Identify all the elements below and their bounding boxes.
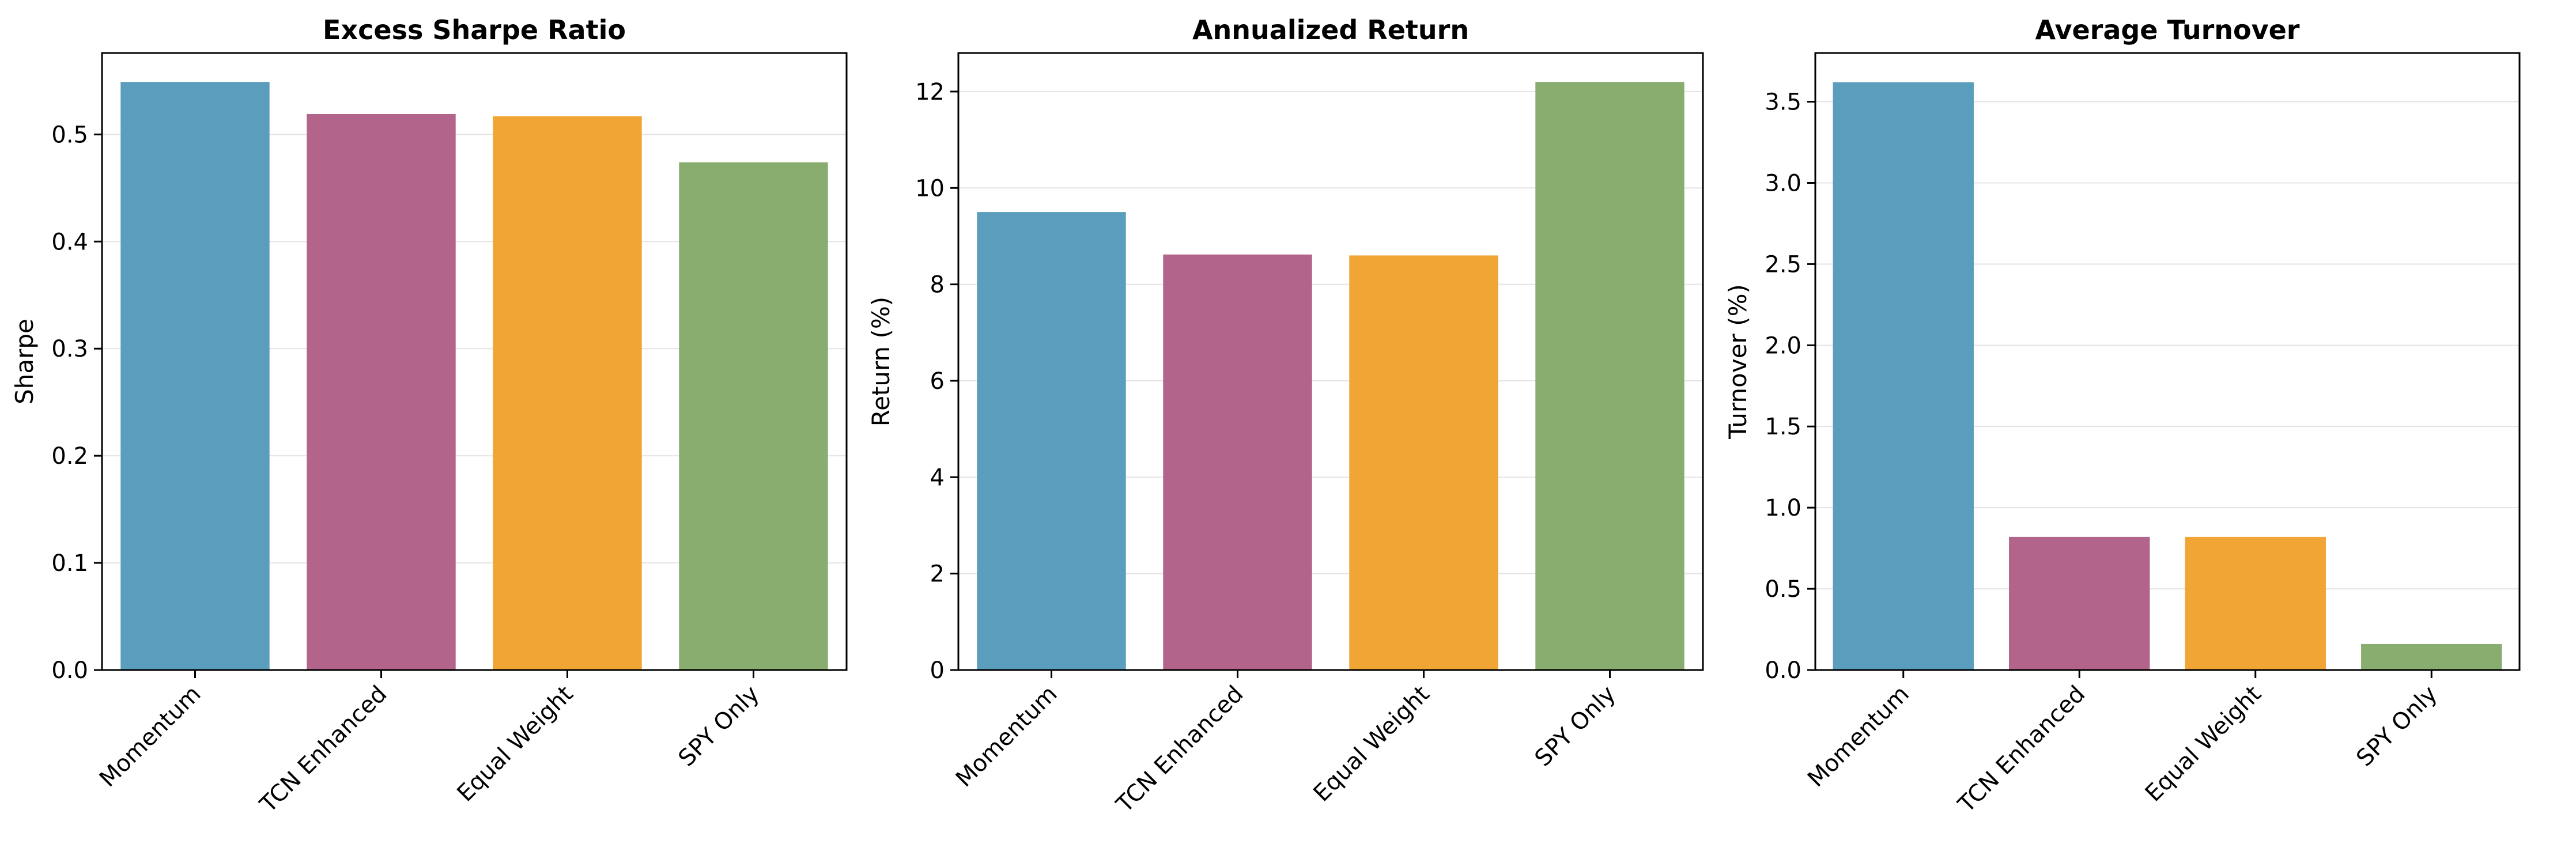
y-tick-label: 12 xyxy=(915,79,945,105)
y-tick-label: 0.3 xyxy=(51,336,88,362)
bar-spy-only xyxy=(1535,82,1684,670)
y-tick-label: 0.1 xyxy=(51,550,88,577)
y-tick-label: 0 xyxy=(930,657,945,684)
y-tick-label: 4 xyxy=(930,464,945,491)
y-tick-label: 10 xyxy=(915,175,945,202)
bar-tcn-enhanced xyxy=(1163,254,1312,671)
chart-title: Excess Sharpe Ratio xyxy=(323,14,626,46)
x-tick-label: Equal Weight xyxy=(452,681,579,807)
y-tick-label: 2.5 xyxy=(1765,251,1801,278)
x-tick-label: SPY Only xyxy=(1530,681,1621,772)
axes-frame xyxy=(957,52,1704,671)
y-tick-label: 0.5 xyxy=(51,122,88,148)
chart-panel-1: 0.0 0.1 0.2 0.3 0.4 0.5 Momentum TCN Enhanced Eq… xyxy=(10,14,848,819)
y-tick-label: 1.5 xyxy=(1765,414,1801,440)
x-tick-label: TCN Enhanced xyxy=(1111,681,1249,819)
bar-equal-weight xyxy=(1349,255,1498,670)
y-tick-label: 6 xyxy=(930,368,945,395)
y-tick-label: 0.2 xyxy=(51,443,88,470)
y-tick-label: 2 xyxy=(930,561,945,588)
y-tick-label: 3.0 xyxy=(1765,170,1801,196)
bar-spy-only xyxy=(679,162,828,670)
bar-tcn-enhanced xyxy=(2009,536,2150,670)
axes-frame xyxy=(1814,52,2521,671)
x-tick-label: SPY Only xyxy=(674,681,765,772)
chart-title: Annualized Return xyxy=(1192,14,1469,46)
y-tick-label: 0.0 xyxy=(51,657,88,684)
bar-equal-weight xyxy=(493,116,642,670)
x-tick-label: SPY Only xyxy=(2351,681,2442,772)
y-tick-label: 1.0 xyxy=(1765,495,1801,521)
y-axis-label: Turnover (%) xyxy=(1724,284,1752,440)
y-axis-label: Return (%) xyxy=(867,297,895,426)
x-tick-label: Momentum xyxy=(1803,681,1914,793)
chart-title: Average Turnover xyxy=(2035,14,2300,46)
y-tick-label: 2.0 xyxy=(1765,332,1801,359)
bar-momentum xyxy=(1833,82,1974,671)
bar-equal-weight xyxy=(2185,536,2326,670)
x-tick-label: Equal Weight xyxy=(1309,681,1435,807)
x-tick-label: Momentum xyxy=(95,681,206,793)
bar-momentum xyxy=(977,212,1126,670)
chart-panel-3: 0.0 0.5 1.0 1.5 2.0 2.5 3.0 3.5 Momentum TCN Enha… xyxy=(1724,14,2521,819)
chart-panel-2: 0 2 4 6 8 10 12 Momentum TCN Enhanced Equal Weigh… xyxy=(867,14,1704,819)
y-tick-label: 8 xyxy=(930,272,945,298)
x-tick-label: Momentum xyxy=(951,681,1063,793)
x-tick-label: TCN Enhanced xyxy=(1953,681,2091,819)
y-tick-label: 0.5 xyxy=(1765,576,1801,603)
y-axis-label: Sharpe xyxy=(10,319,39,404)
axes-frame xyxy=(101,52,848,671)
y-tick-label: 0.4 xyxy=(51,229,88,255)
y-tick-label: 0.0 xyxy=(1765,657,1801,684)
bar-spy-only xyxy=(2361,644,2502,670)
x-tick-label: Equal Weight xyxy=(2140,681,2267,807)
bar-momentum xyxy=(120,82,270,670)
bar-tcn-enhanced xyxy=(307,113,456,670)
x-tick-label: TCN Enhanced xyxy=(255,681,392,819)
y-tick-label: 3.5 xyxy=(1765,89,1801,116)
